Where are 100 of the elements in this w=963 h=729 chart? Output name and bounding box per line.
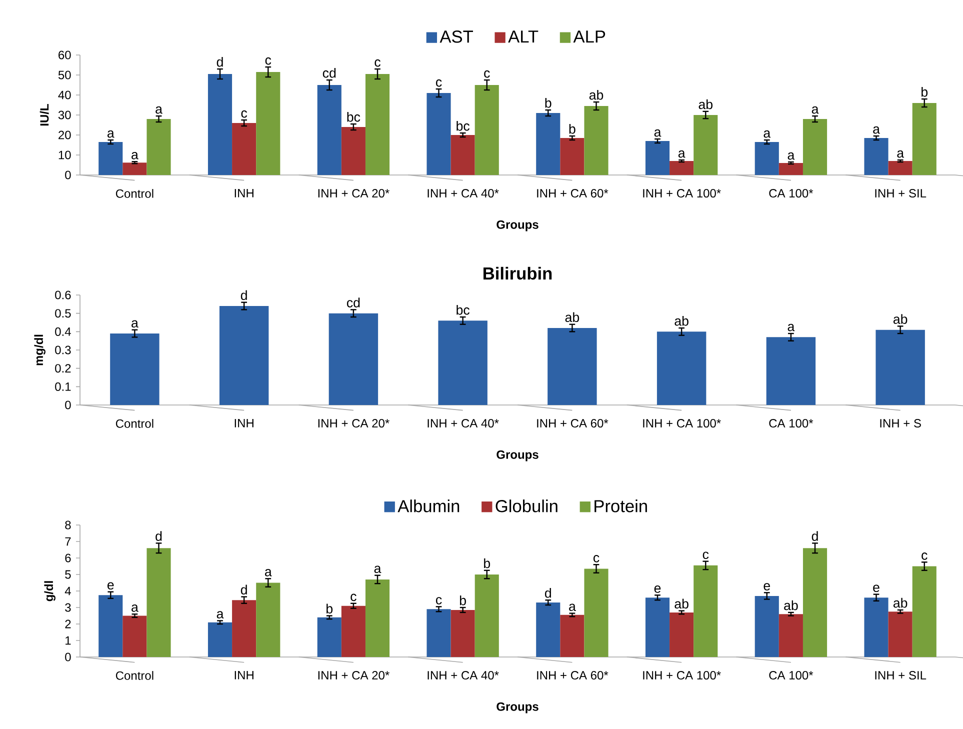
y-tick-label: 0.4 bbox=[55, 327, 71, 336]
data-label: a bbox=[569, 604, 576, 612]
y-tick-label: 2 bbox=[65, 620, 71, 628]
bar bbox=[536, 602, 560, 657]
data-label: ab bbox=[698, 99, 712, 110]
data-label: a bbox=[788, 152, 795, 160]
bar bbox=[584, 568, 608, 657]
bar bbox=[670, 612, 694, 657]
data-label: d bbox=[240, 290, 247, 300]
y-axis-title: IU/L bbox=[40, 104, 49, 126]
data-label: e bbox=[107, 582, 114, 590]
data-label: ab bbox=[893, 598, 908, 608]
x-axis-title: Groups bbox=[496, 450, 538, 462]
bar bbox=[694, 114, 718, 175]
data-label: b bbox=[460, 595, 466, 606]
data-label: d bbox=[156, 531, 162, 541]
data-label: bc bbox=[347, 112, 360, 122]
bar bbox=[317, 85, 342, 175]
data-label: d bbox=[216, 56, 223, 67]
bar bbox=[256, 582, 280, 657]
y-tick-label: 7 bbox=[65, 537, 71, 546]
x-tick-label: INH + CA 60* bbox=[537, 419, 608, 428]
bar bbox=[219, 306, 269, 405]
bar bbox=[754, 596, 779, 657]
data-label: a bbox=[264, 569, 272, 576]
x-tick-label: INH + CA 40* bbox=[428, 419, 499, 428]
data-label: b bbox=[922, 86, 928, 97]
bar bbox=[365, 579, 390, 657]
y-tick-label: 4 bbox=[64, 586, 71, 596]
x-tick-label: INH bbox=[234, 419, 254, 428]
bar bbox=[341, 127, 366, 175]
bar bbox=[864, 598, 888, 657]
data-label: c bbox=[241, 110, 248, 118]
data-label: a bbox=[678, 150, 686, 158]
bar bbox=[232, 600, 256, 657]
bar bbox=[256, 72, 280, 175]
bar bbox=[450, 135, 475, 175]
y-tick-label: 3 bbox=[65, 603, 71, 612]
bar bbox=[208, 74, 232, 175]
y-axis-title: mg/dl bbox=[34, 334, 46, 366]
bar bbox=[317, 617, 342, 657]
bar bbox=[802, 548, 828, 657]
x-tick-label: INH + CA 100* bbox=[643, 189, 721, 198]
x-tick-label: INH + CA 60* bbox=[537, 189, 608, 198]
legend-label: Globulin bbox=[496, 500, 558, 512]
x-tick-label: INH + SIL bbox=[875, 189, 926, 198]
data-label: e bbox=[764, 583, 770, 590]
y-tick-label: 0.6 bbox=[55, 290, 71, 300]
x-tick-label: Control bbox=[116, 419, 154, 428]
legend-label: Albumin bbox=[398, 500, 460, 512]
bar bbox=[341, 606, 366, 657]
legend-label: ALP bbox=[573, 30, 606, 43]
x-tick-label: INH + CA 60* bbox=[537, 671, 608, 680]
bar bbox=[146, 119, 171, 175]
chart-title: Bilirubin bbox=[484, 266, 552, 280]
data-label: c bbox=[593, 555, 600, 562]
legend-label: AST bbox=[440, 30, 473, 43]
y-tick-label: 6 bbox=[65, 554, 71, 562]
data-label: c bbox=[436, 597, 442, 604]
bar bbox=[548, 328, 597, 405]
bar bbox=[584, 106, 608, 175]
bar bbox=[98, 595, 123, 657]
x-tick-label: CA 100* bbox=[769, 189, 814, 198]
data-label: a bbox=[374, 566, 382, 574]
bar bbox=[560, 138, 584, 175]
data-label: cd bbox=[322, 68, 336, 78]
data-label: c bbox=[436, 79, 442, 87]
data-label: ab bbox=[674, 316, 688, 326]
y-tick-label: 0 bbox=[65, 652, 71, 662]
data-label: a bbox=[132, 604, 138, 612]
bar bbox=[208, 622, 232, 657]
data-label: ab bbox=[589, 90, 604, 100]
data-label: d bbox=[240, 584, 247, 595]
data-label: ab bbox=[565, 312, 580, 322]
bar bbox=[694, 565, 718, 657]
x-tick-label: INH + SIL bbox=[875, 671, 926, 680]
data-label: a bbox=[654, 129, 662, 137]
x-axis-title: Groups bbox=[496, 702, 538, 714]
bar bbox=[232, 123, 256, 175]
x-axis-title: Groups bbox=[496, 220, 538, 232]
bar bbox=[450, 610, 475, 657]
data-label: c bbox=[922, 552, 928, 560]
y-tick-label: 0.3 bbox=[55, 346, 71, 354]
data-label: ab bbox=[893, 314, 908, 324]
bar bbox=[766, 337, 816, 405]
legend-label: Protein bbox=[594, 500, 647, 512]
bar bbox=[146, 548, 171, 657]
bar bbox=[110, 334, 160, 405]
bar bbox=[426, 609, 451, 657]
x-tick-label: Control bbox=[116, 671, 154, 680]
y-tick-label: 30 bbox=[58, 110, 71, 120]
bar bbox=[778, 614, 803, 657]
y-tick-label: 60 bbox=[58, 50, 71, 60]
x-tick-label: INH + CA 20* bbox=[318, 189, 390, 198]
bar bbox=[328, 313, 378, 405]
x-tick-label: INH bbox=[234, 189, 254, 198]
y-tick-label: 0 bbox=[65, 170, 71, 180]
data-label: c bbox=[374, 59, 380, 67]
data-label: c bbox=[265, 57, 272, 65]
bar bbox=[438, 320, 488, 405]
